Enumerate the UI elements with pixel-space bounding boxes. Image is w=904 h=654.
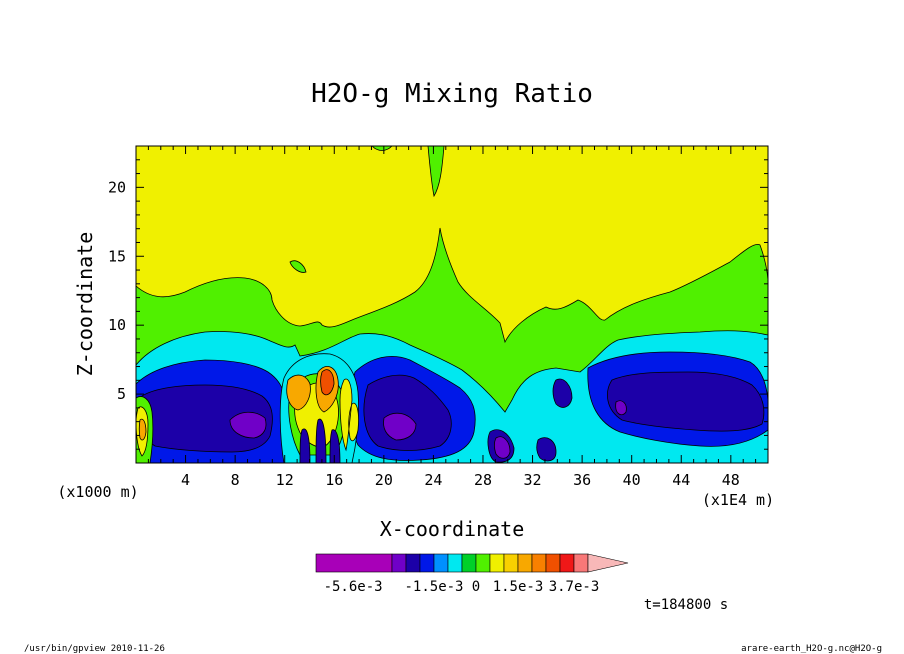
purple-core-right: [494, 436, 511, 459]
convective-region-streaks: [339, 378, 359, 452]
x-tick-label: 16: [325, 471, 343, 489]
colorbar-label: 1.5e-3: [493, 579, 544, 595]
x-axis-label: X-coordinate: [380, 517, 525, 541]
x-tick-label: 12: [276, 471, 294, 489]
x-tick-label: 20: [375, 471, 393, 489]
colorbar-bin: [517, 553, 533, 573]
colorbar-label: 0: [472, 579, 480, 595]
x-tick-label: 32: [524, 471, 542, 489]
colorbar-label: -5.6e-3: [324, 579, 383, 595]
purple-core-left: [229, 411, 267, 439]
convective-region-columns: [299, 418, 341, 463]
navy-layer: [140, 371, 765, 463]
x-tick-label: 8: [231, 471, 240, 489]
footer-left: /usr/bin/gpview 2010-11-26: [24, 644, 165, 654]
colorbar-labels: -5.6e-3 -1.5e-3 0 1.5e-3 3.7e-3: [324, 579, 600, 595]
x-tick-label: 4: [181, 471, 190, 489]
green-top-streak: [427, 146, 445, 198]
x-scale-note: (x1E4 m): [702, 491, 774, 509]
colorbar-bin: [503, 553, 519, 573]
colorbar: [315, 553, 629, 573]
footer-right: arare-earth_H2O-g.nc@H2O-g: [741, 644, 882, 654]
colorbar-bin: [447, 553, 463, 573]
x-tick-label: 24: [424, 471, 442, 489]
colorbar-bin: [475, 553, 491, 573]
colorbar-arrow: [587, 553, 629, 573]
colorbar-bin: [419, 553, 435, 573]
x-tick-label: 28: [474, 471, 492, 489]
colorbar-bin: [489, 553, 505, 573]
x-tick-label: 36: [573, 471, 591, 489]
x-tick-label: 40: [623, 471, 641, 489]
colorbar-bin: [461, 553, 477, 573]
green-small-patch: [289, 260, 307, 273]
purple-core-middle: [383, 412, 417, 441]
colorbar-bin: [531, 553, 547, 573]
left-edge-feature-orange: [138, 418, 147, 441]
chart-title: H2O-g Mixing Ratio: [311, 79, 593, 109]
plot-field: [136, 146, 768, 463]
x-axis-ticks: 4 8 12 16 20 24 28 32 36 40 44 48: [147, 146, 757, 489]
y-tick-label: 20: [108, 178, 126, 196]
colorbar-label: 3.7e-3: [549, 579, 600, 595]
colorbar-bin: [545, 553, 561, 573]
convective-region-red: [320, 369, 335, 396]
y-tick-label: 15: [108, 247, 126, 265]
x-tick-label: 48: [722, 471, 740, 489]
colorbar-label: -1.5e-3: [404, 579, 463, 595]
colorbar-bin: [559, 553, 575, 573]
time-label: t=184800 s: [644, 597, 728, 613]
y-axis-label: Z-coordinate: [73, 232, 97, 377]
plot-frame: [135, 145, 769, 464]
y-scale-note: (x1000 m): [57, 483, 138, 501]
y-tick-label: 5: [117, 385, 126, 403]
colorbar-bin: [315, 553, 393, 573]
navy-spot-right: [615, 400, 627, 416]
colorbar-bin: [405, 553, 421, 573]
y-tick-label: 10: [108, 316, 126, 334]
colorbar-bin: [573, 553, 589, 573]
x-tick-label: 44: [672, 471, 690, 489]
y-axis-ticks: 5 10 15 20: [108, 159, 768, 450]
colorbar-bin: [391, 553, 407, 573]
colorbar-bin: [433, 553, 449, 573]
